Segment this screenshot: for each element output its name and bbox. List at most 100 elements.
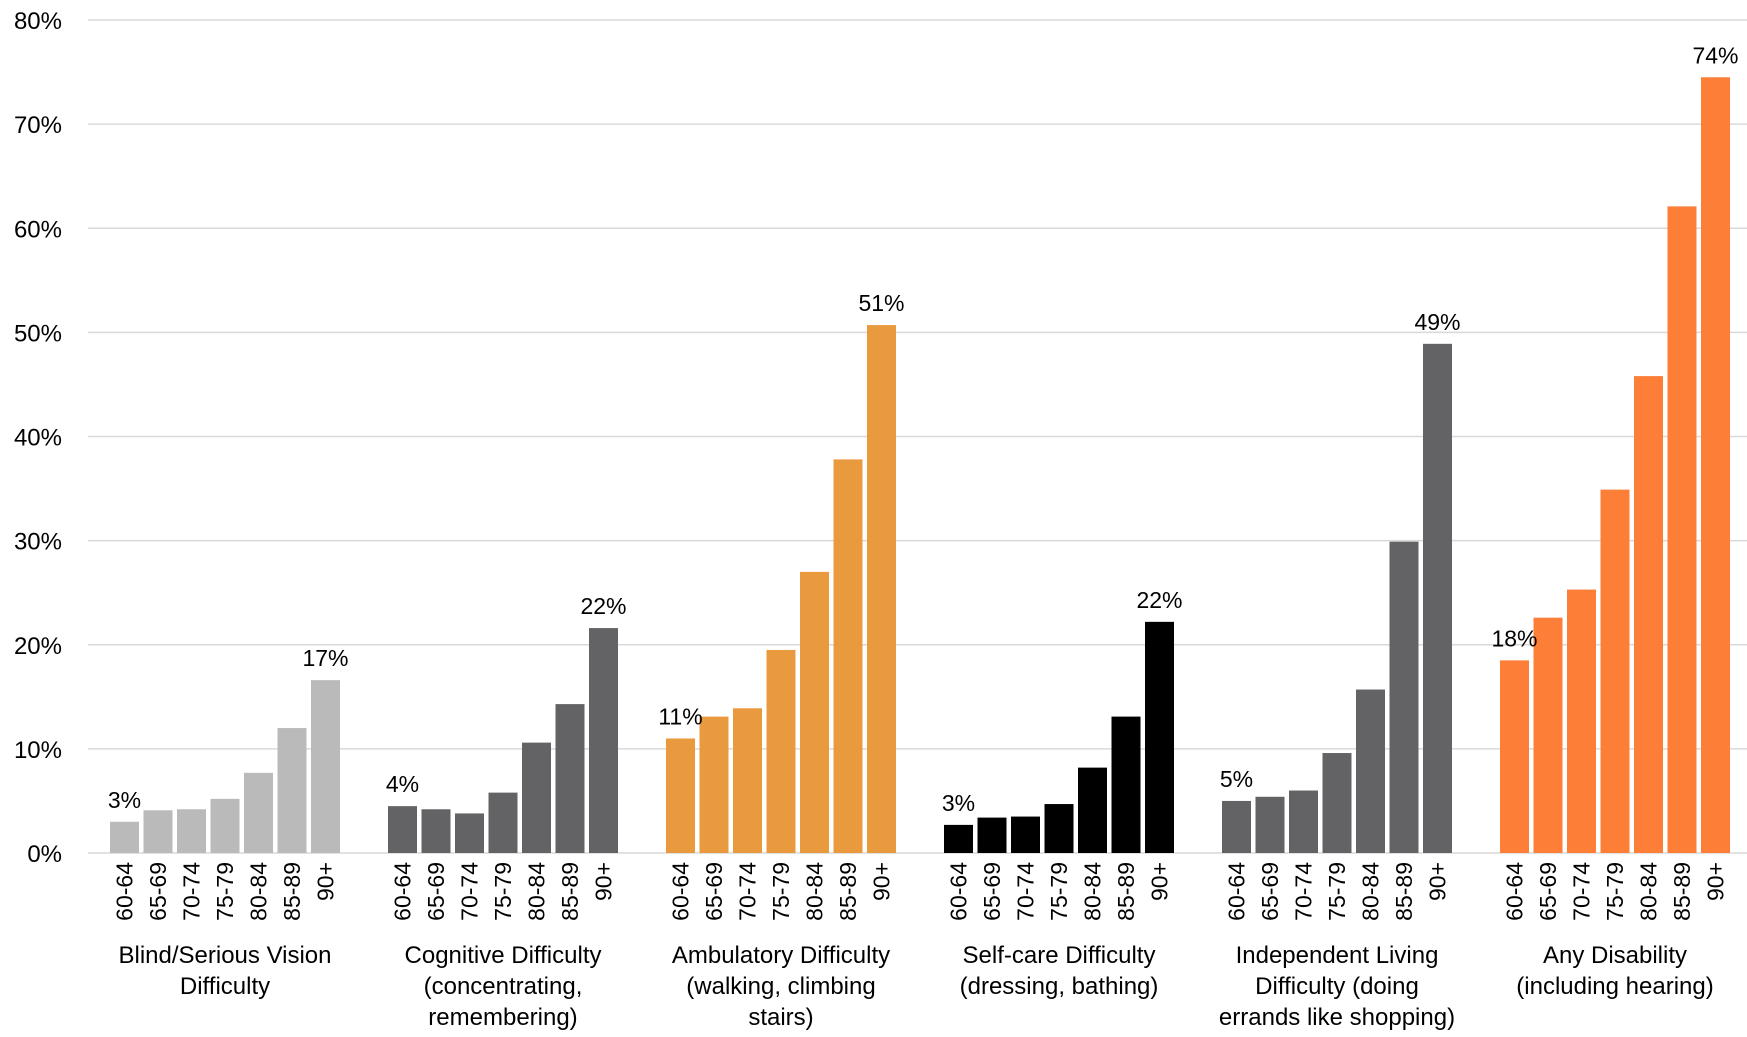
x-tick-label: 90+ xyxy=(591,862,617,901)
bar xyxy=(143,810,173,853)
x-tick-label: 75-79 xyxy=(1324,862,1350,921)
x-tick-label: 70-74 xyxy=(1291,862,1317,921)
y-tick-label: 80% xyxy=(14,8,62,35)
data-label: 5% xyxy=(1220,766,1253,792)
x-tick-label: 80-84 xyxy=(246,862,272,921)
y-tick-label: 20% xyxy=(14,633,62,660)
bar xyxy=(1600,489,1630,853)
bar xyxy=(1078,767,1107,853)
group-label: Blind/Serious Vision xyxy=(118,942,331,969)
x-tick-label: 65-69 xyxy=(1535,862,1561,921)
bar xyxy=(455,813,484,853)
y-tick-label: 10% xyxy=(14,737,62,764)
bar xyxy=(1222,800,1251,853)
bar xyxy=(733,708,762,853)
x-tick-label: 65-69 xyxy=(423,862,449,921)
bar xyxy=(177,809,206,853)
bar xyxy=(1356,689,1385,853)
x-tick-label: 70-74 xyxy=(1013,862,1039,921)
group-label: (concentrating, xyxy=(424,973,583,1000)
y-tick-label: 40% xyxy=(14,425,62,452)
x-tick-label: 80-84 xyxy=(524,862,550,921)
group-label: Independent Living xyxy=(1236,942,1439,969)
bar xyxy=(388,806,417,853)
data-label: 11% xyxy=(658,703,702,729)
x-tick-label: 85-89 xyxy=(1391,862,1417,921)
x-tick-label: 80-84 xyxy=(1080,862,1106,921)
bar xyxy=(1533,617,1563,853)
group-label: Self-care Difficulty xyxy=(963,942,1156,969)
x-tick-label: 80-84 xyxy=(802,862,828,921)
bar xyxy=(867,325,896,853)
bar xyxy=(666,738,695,853)
bar xyxy=(1111,716,1141,853)
x-tick-label: 65-69 xyxy=(979,862,1005,921)
x-tick-label: 70-74 xyxy=(1569,862,1595,921)
bar xyxy=(944,824,973,853)
bar xyxy=(1634,376,1663,853)
x-tick-label: 60-64 xyxy=(1224,862,1250,921)
x-tick-label: 65-69 xyxy=(701,862,727,921)
x-tick-label: 80-84 xyxy=(1358,862,1384,921)
bar xyxy=(1389,541,1419,853)
x-tick-label: 85-89 xyxy=(835,862,861,921)
bar xyxy=(277,728,307,853)
data-label: 22% xyxy=(1136,587,1182,613)
x-tick-label: 75-79 xyxy=(212,862,238,921)
bar xyxy=(977,817,1007,853)
data-label: 49% xyxy=(1414,309,1460,335)
data-label: 22% xyxy=(580,593,626,619)
data-label: 74% xyxy=(1692,42,1738,68)
y-axis-ticks: 0% 10% 20% 30% 40% 50% 60% 70% 80% xyxy=(14,8,62,868)
data-label: 18% xyxy=(1491,625,1537,651)
y-tick-label: 70% xyxy=(14,112,62,139)
y-tick-label: 0% xyxy=(27,841,62,868)
bar xyxy=(800,571,829,853)
x-tick-label: 75-79 xyxy=(1602,862,1628,921)
data-label: 51% xyxy=(858,290,904,316)
bar xyxy=(210,798,240,853)
x-tick-label: 60-64 xyxy=(946,862,972,921)
x-tick-label: 90+ xyxy=(1425,862,1451,901)
bar xyxy=(1423,343,1452,853)
bars xyxy=(110,77,1730,854)
x-tick-label: 85-89 xyxy=(1669,862,1695,921)
x-tick-label: 60-64 xyxy=(668,862,694,921)
group-label: Cognitive Difficulty xyxy=(405,942,602,969)
x-tick-label: 60-64 xyxy=(112,862,138,921)
bar xyxy=(1145,621,1174,853)
group-label: stairs) xyxy=(748,1004,813,1031)
bar xyxy=(1701,77,1730,854)
group-label: Ambulatory Difficulty xyxy=(672,942,890,969)
data-label: 3% xyxy=(108,787,141,813)
bar xyxy=(1667,206,1697,854)
x-tick-label: 70-74 xyxy=(735,862,761,921)
bar xyxy=(488,792,518,853)
bar xyxy=(766,649,796,853)
x-tick-label: 90+ xyxy=(1703,862,1729,901)
data-label: 3% xyxy=(942,790,975,816)
x-tick-label: 65-69 xyxy=(145,862,171,921)
gridlines xyxy=(88,19,1747,854)
group-label: Difficulty (doing xyxy=(1255,973,1419,1000)
x-tick-label: 85-89 xyxy=(279,862,305,921)
x-tick-label: 85-89 xyxy=(557,862,583,921)
data-label: 17% xyxy=(302,645,348,671)
x-axis-ticks: 60-64 65-69 70-74 75-79 80-84 85-89 90+ 60-64 65… xyxy=(112,862,1729,921)
data-label: 4% xyxy=(386,771,419,797)
x-tick-label: 75-79 xyxy=(768,862,794,921)
group-label: (including hearing) xyxy=(1516,973,1713,1000)
group-label: (dressing, bathing) xyxy=(960,973,1159,1000)
group-labels: Blind/Serious Vision Difficulty Cognitive … xyxy=(118,942,1713,1031)
x-tick-label: 75-79 xyxy=(1046,862,1072,921)
group-label: (walking, climbing xyxy=(686,973,875,1000)
x-tick-label: 60-64 xyxy=(390,862,416,921)
group-label: errands like shopping) xyxy=(1219,1004,1455,1031)
bar xyxy=(110,821,139,853)
bar xyxy=(1011,816,1040,853)
bar xyxy=(1044,804,1074,853)
bar xyxy=(1500,660,1529,853)
group-label: remembering) xyxy=(428,1004,577,1031)
